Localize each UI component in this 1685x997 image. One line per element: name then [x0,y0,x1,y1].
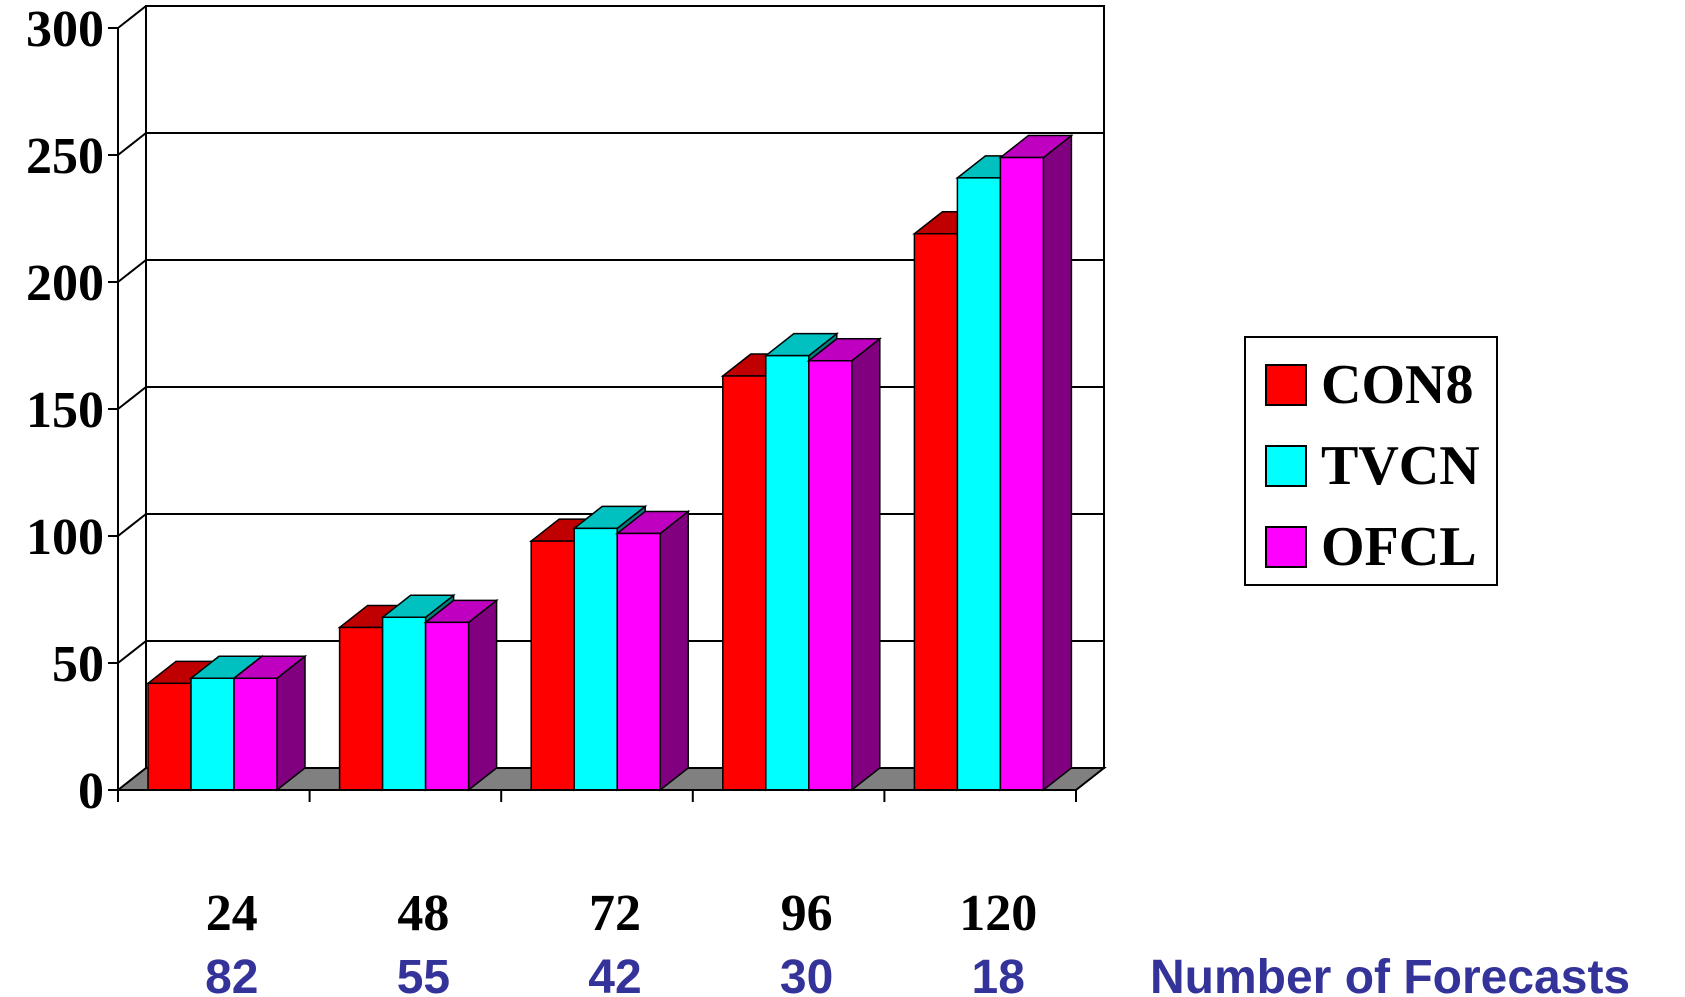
bars [145,133,1074,792]
bar-con8-96 [722,375,767,791]
bar-con8-72 [530,540,575,791]
bar-con8-120 [913,232,959,791]
gridline-diagonal [117,640,147,664]
legend-swatch-tvcn [1265,445,1307,487]
forecast-count: 18 [972,951,1025,997]
bar-side [467,598,498,792]
bar-ofcl-120 [999,156,1045,791]
x-tick-label: 96 [781,885,833,942]
y-tick-label: 250 [26,128,104,185]
forecast-count: 55 [397,951,450,997]
bar-tvcn-96 [765,354,810,791]
legend-swatch-con8 [1265,364,1307,406]
y-tick-label: 0 [78,763,104,820]
y-tick-label: 100 [26,509,104,566]
bar-side [659,509,689,792]
x-tick-label: 120 [959,885,1037,942]
counts-label: Number of Forecasts [1150,951,1630,997]
x-tick-label: 24 [206,885,258,942]
bar-ofcl-96 [808,359,853,791]
gridline-diagonal [117,513,147,537]
gridline-diagonal [117,132,147,156]
x-axis-ticks: 24 48 72 96 120 [117,790,1077,942]
bar-tvcn-24 [190,677,235,791]
legend-label-tvcn: TVCN [1321,435,1480,497]
bar-ofcl-48 [424,621,470,791]
y-axis-ticks: 0 50 100 150 200 250 300 [26,1,118,820]
bar-con8-24 [147,682,192,791]
y-tick-label: 50 [52,636,104,693]
legend: CON8 TVCN OFCL [1244,336,1498,586]
legend-label-con8: CON8 [1321,354,1473,416]
forecast-count: 42 [588,951,641,997]
bar-tvcn-120 [956,177,1002,791]
y-tick-label: 200 [26,255,104,312]
x-tick-label: 72 [589,885,641,942]
bar-tvcn-72 [573,527,618,791]
bar-ofcl-24 [233,677,278,791]
legend-swatch-ofcl [1265,526,1307,568]
y-tick-label: 300 [26,1,104,58]
gridline-diagonal [117,5,147,29]
bar-con8-48 [338,626,384,791]
gridline-diagonal [117,386,147,410]
bar-tvcn-48 [381,616,427,791]
forecast-count: 30 [780,951,833,997]
forecast-counts: 82 55 42 30 18 [205,951,1025,997]
bar-side [1042,133,1073,792]
bar-side [851,337,881,792]
legend-label-ofcl: OFCL [1321,516,1477,578]
y-tick-label: 150 [26,382,104,439]
bar-side [276,654,306,792]
bar-ofcl-72 [616,532,661,791]
forecast-count: 82 [205,951,258,997]
gridline-diagonal [117,259,147,283]
x-tick-label: 48 [397,885,449,942]
